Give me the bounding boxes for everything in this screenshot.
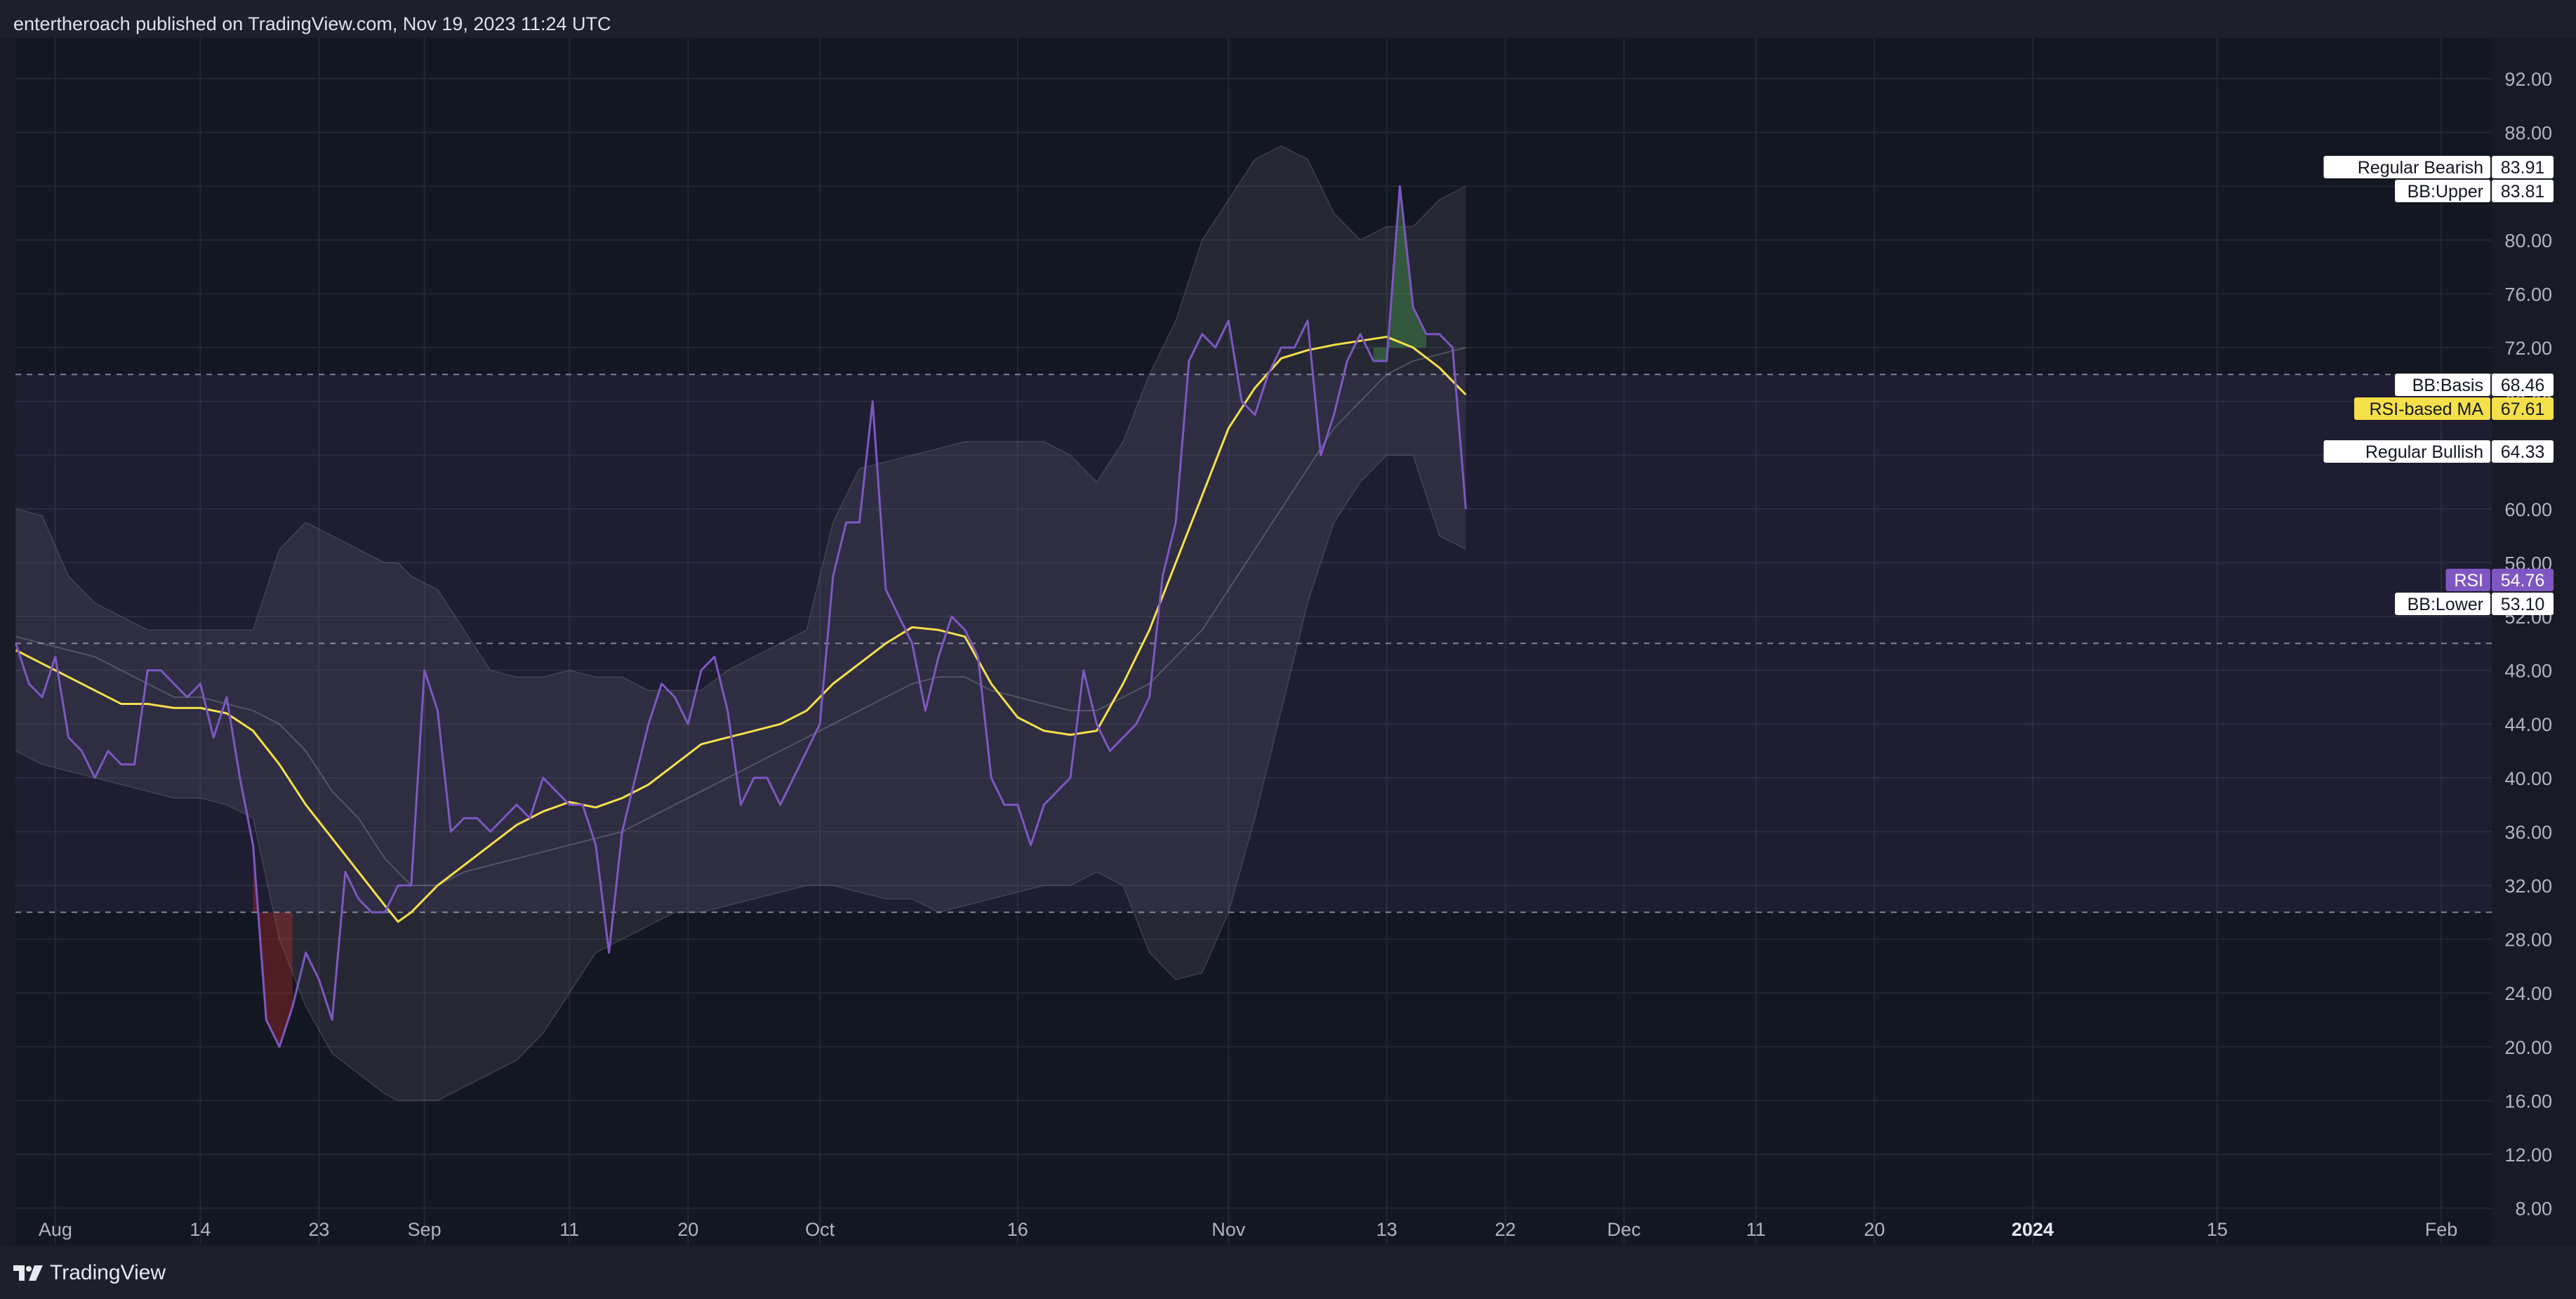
y-tick-label: 32.00 bbox=[2504, 876, 2552, 897]
price-label-value-box bbox=[2492, 440, 2554, 463]
overbought-fill bbox=[1373, 186, 1426, 362]
series-line-bb-lower bbox=[15, 454, 1466, 1102]
y-tick-label: 28.00 bbox=[2504, 930, 2552, 951]
publish-attribution: entertheroach published on TradingView.c… bbox=[13, 13, 611, 34]
y-tick-label: 88.00 bbox=[2504, 123, 2552, 144]
bollinger-band bbox=[15, 145, 1466, 1101]
x-tick-label: 2024 bbox=[2012, 1219, 2054, 1240]
y-tick-label: 92.00 bbox=[2504, 69, 2552, 90]
series-line-bb-basis bbox=[15, 347, 1466, 886]
y-axis[interactable]: 92.0088.0084.0080.0076.0072.0068.0064.00… bbox=[2504, 69, 2552, 1220]
y-tick-label: 8.00 bbox=[2515, 1199, 2552, 1220]
price-label-name: RSI bbox=[2454, 571, 2483, 591]
y-tick-label: 72.00 bbox=[2504, 338, 2552, 359]
y-tick-label: 20.00 bbox=[2504, 1037, 2552, 1058]
tradingview-logo-icon bbox=[13, 1265, 43, 1281]
series-lines bbox=[15, 145, 1467, 1102]
price-labels: Regular Bearish 83.91 BB:Upper 83.81 BB:Basi… bbox=[2323, 156, 2554, 615]
grid-lines bbox=[15, 38, 2492, 1244]
x-tick-label: 22 bbox=[1495, 1219, 1516, 1240]
price-label-value: 67.61 bbox=[2501, 400, 2545, 419]
price-label-value-box bbox=[2492, 180, 2554, 202]
y-tick-label: 40.00 bbox=[2504, 768, 2552, 789]
series-line-rsi bbox=[15, 185, 1467, 1048]
divergence-fills bbox=[253, 186, 1426, 1047]
x-tick-label: 13 bbox=[1376, 1219, 1397, 1240]
x-tick-label: 23 bbox=[308, 1219, 329, 1240]
y-tick-label: 80.00 bbox=[2504, 230, 2552, 251]
price-label-name: BB:Upper bbox=[2408, 182, 2483, 202]
y-tick-label: 60.00 bbox=[2504, 499, 2552, 520]
series-line-ma bbox=[15, 336, 1467, 923]
y-tick-label: 12.00 bbox=[2504, 1145, 2552, 1166]
price-label-name: BB:Basis bbox=[2412, 376, 2483, 395]
y-tick-label: 16.00 bbox=[2504, 1090, 2552, 1112]
x-tick-label: 15 bbox=[2207, 1219, 2228, 1240]
price-label: BB:Lower 53.10 bbox=[2395, 593, 2554, 615]
y-tick-label: 36.00 bbox=[2504, 822, 2552, 843]
price-label: BB:Upper 83.81 bbox=[2395, 180, 2554, 202]
plot-background bbox=[15, 38, 2492, 1244]
price-label-name: BB:Lower bbox=[2408, 595, 2483, 614]
x-tick-label: Nov bbox=[1211, 1219, 1246, 1240]
x-tick-label: 14 bbox=[190, 1219, 211, 1240]
price-label-value: 68.46 bbox=[2501, 376, 2545, 395]
price-label: Regular Bearish 83.91 bbox=[2323, 156, 2554, 178]
price-label-name-box bbox=[2445, 569, 2490, 591]
price-label-value-box bbox=[2492, 156, 2554, 178]
price-label-value: 83.81 bbox=[2501, 182, 2545, 202]
price-label-name-box bbox=[2354, 397, 2490, 420]
x-tick-label: Sep bbox=[408, 1219, 441, 1240]
x-axis[interactable]: Aug 14 23 Sep 11 20 Oct 16 Nov 13 22 Dec 11 20 2024 15 F… bbox=[39, 1219, 2457, 1240]
oversold-fill bbox=[253, 845, 293, 1047]
x-tick-label: 20 bbox=[1864, 1219, 1885, 1240]
x-tick-label: Oct bbox=[805, 1219, 835, 1240]
price-label-value: 64.33 bbox=[2501, 442, 2545, 462]
price-label-value: 83.91 bbox=[2501, 158, 2545, 178]
y-tick-label: 44.00 bbox=[2504, 714, 2552, 735]
price-label-name-box bbox=[2395, 374, 2490, 396]
price-label: RSI-based MA 67.61 bbox=[2354, 397, 2554, 420]
price-label: BB:Basis 68.46 bbox=[2395, 374, 2554, 396]
tradingview-logo[interactable]: TradingView bbox=[13, 1261, 166, 1285]
x-tick-label: 16 bbox=[1007, 1219, 1028, 1240]
price-label-name-box bbox=[2323, 440, 2490, 463]
price-label-value-box bbox=[2492, 397, 2554, 420]
price-label-name: Regular Bullish bbox=[2365, 442, 2483, 462]
axis-background bbox=[2492, 38, 2576, 1247]
logo-text: TradingView bbox=[50, 1261, 166, 1284]
price-label-name: RSI-based MA bbox=[2369, 400, 2483, 419]
price-label-name-box bbox=[2323, 156, 2490, 178]
price-label-name-box bbox=[2395, 180, 2490, 202]
x-tick-label: 11 bbox=[559, 1219, 579, 1240]
y-tick-label: 48.00 bbox=[2504, 661, 2552, 682]
y-tick-label: 76.00 bbox=[2504, 284, 2552, 305]
price-label-name-box bbox=[2395, 593, 2490, 615]
footer-bar bbox=[0, 1247, 2576, 1299]
x-tick-label: Feb bbox=[2425, 1219, 2458, 1240]
price-label-value-box bbox=[2492, 374, 2554, 396]
header-bar: entertheroach published on TradingView.c… bbox=[0, 0, 2576, 38]
price-label-name: Regular Bearish bbox=[2358, 158, 2483, 178]
y-tick-label: 24.00 bbox=[2504, 983, 2552, 1004]
price-label: Regular Bullish 64.33 bbox=[2323, 440, 2554, 463]
bb-band-fill bbox=[15, 145, 1466, 1101]
x-tick-label: Aug bbox=[39, 1219, 72, 1240]
price-label-value-box bbox=[2492, 569, 2554, 591]
price-label-value-box bbox=[2492, 593, 2554, 615]
price-label-value: 54.76 bbox=[2501, 571, 2545, 591]
price-label: RSI 54.76 bbox=[2445, 569, 2554, 591]
x-tick-label: 11 bbox=[1746, 1219, 1765, 1240]
series-line-bb-upper bbox=[15, 145, 1466, 692]
x-tick-label: Dec bbox=[1607, 1219, 1641, 1240]
x-tick-label: 20 bbox=[677, 1219, 698, 1240]
reference-lines bbox=[15, 374, 2492, 914]
price-label-value: 53.10 bbox=[2501, 595, 2545, 614]
